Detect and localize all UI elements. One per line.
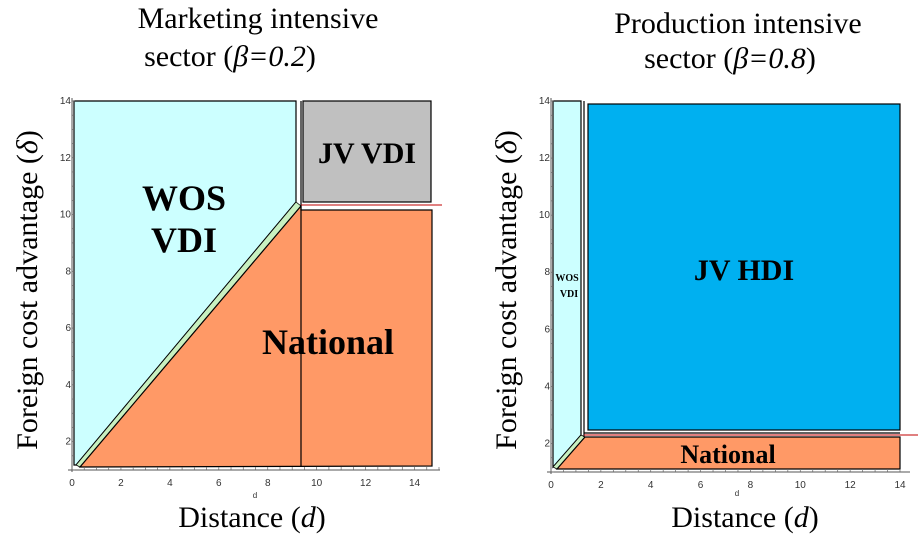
left-xtick-label: 2 — [118, 478, 124, 489]
left-xtick-label: 0 — [69, 478, 75, 489]
left-title-line1: Marketing intensive — [138, 2, 379, 35]
left-xtick-label: 10 — [311, 478, 323, 489]
right-label-vdi: VDI — [560, 289, 578, 300]
left-label-vdi: VDI — [151, 220, 217, 260]
left-small-axis-letter: d — [253, 491, 257, 500]
right-title-line1: Production intensive — [614, 7, 861, 40]
right-ytick-label: 8 — [544, 267, 550, 278]
left-label-wos: WOS — [142, 178, 226, 218]
right-xtick-label: 10 — [795, 480, 807, 491]
left-ytick-label: 14 — [60, 96, 72, 107]
left-xtick-label: 4 — [167, 478, 173, 489]
right-ylabel: Foreign cost advantage (δ) — [490, 130, 523, 450]
right-label-national: National — [680, 440, 775, 469]
left-region-national — [78, 204, 433, 468]
right-label-wos: WOS — [555, 273, 579, 284]
right-chart: Production intensive sector (β=0.8) WOS … — [490, 7, 918, 534]
left-ytick-label: 10 — [60, 210, 72, 221]
right-ytick-label: 14 — [539, 96, 551, 107]
left-xlabel: Distance (d) — [178, 501, 325, 534]
left-ytick-label: 12 — [60, 153, 72, 164]
left-ytick-label: 8 — [65, 266, 71, 277]
left-region-jv-vdi — [302, 100, 432, 203]
right-xtick-label: 6 — [698, 480, 704, 491]
right-title-line2: sector (β=0.8) — [644, 42, 816, 75]
right-ytick-label: 12 — [539, 153, 551, 164]
left-ytick-label: 2 — [65, 437, 71, 448]
right-xtick-label: 12 — [845, 480, 857, 491]
right-ytick-label: 2 — [544, 438, 550, 449]
right-xtick-label: 0 — [548, 480, 554, 491]
right-xlabel: Distance (d) — [671, 501, 818, 534]
right-region-jv-hdi — [587, 103, 901, 431]
left-title-line2: sector (β=0.2) — [144, 40, 316, 73]
left-xtick-label: 14 — [409, 478, 421, 489]
left-label-jv-vdi: JV VDI — [318, 137, 416, 170]
right-xtick-label: 4 — [648, 480, 654, 491]
right-ytick-label: 6 — [544, 324, 550, 335]
right-small-axis-letter: d — [735, 489, 739, 498]
left-ytick-label: 6 — [65, 323, 71, 334]
right-ytick-label: 10 — [539, 210, 551, 221]
right-region-national — [555, 436, 901, 470]
left-ylabel: Foreign cost advantage (δ) — [11, 130, 44, 450]
left-xtick-label: 12 — [360, 478, 372, 489]
left-xtick-label: 6 — [216, 478, 222, 489]
left-chart: Marketing intensive sector (β=0.2) WOS V… — [11, 2, 442, 534]
left-label-national: National — [262, 322, 394, 362]
right-xtick-label: 8 — [748, 480, 754, 491]
right-label-jv-hdi: JV HDI — [694, 254, 794, 287]
right-xtick-label: 14 — [894, 480, 906, 491]
right-xtick-label: 2 — [598, 480, 604, 491]
left-xtick-label: 8 — [265, 478, 271, 489]
right-region-wos-vdi — [552, 100, 582, 469]
left-ytick-label: 4 — [65, 380, 71, 391]
right-ytick-label: 4 — [544, 381, 550, 392]
